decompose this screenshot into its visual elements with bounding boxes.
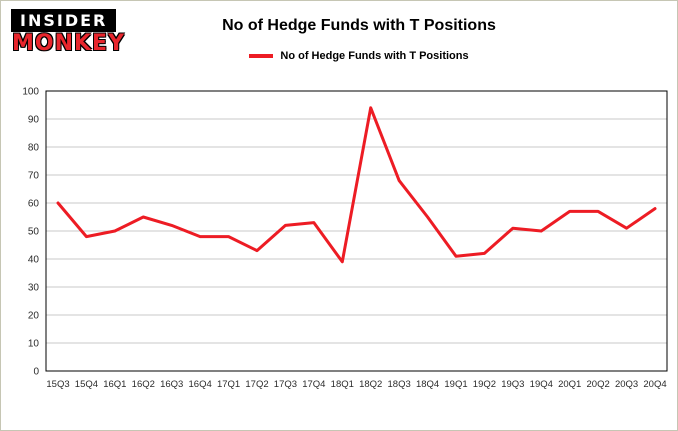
y-tick-label: 80	[28, 143, 40, 154]
y-tick-label: 40	[28, 255, 40, 266]
x-tick-label: 20Q3	[615, 379, 638, 390]
y-tick-label: 30	[28, 283, 40, 294]
y-tick-label: 70	[28, 171, 40, 182]
series-line	[56, 106, 657, 264]
x-tick-label: 18Q1	[331, 379, 354, 390]
x-tick-label: 19Q1	[444, 379, 467, 390]
insider-monkey-logo: INSIDER MONKEY	[11, 9, 125, 55]
x-tick-label: 15Q3	[46, 379, 69, 390]
x-tick-label: 20Q4	[643, 379, 666, 390]
plot-border	[45, 90, 668, 372]
x-tick-label: 20Q2	[587, 379, 610, 390]
x-tick-label: 20Q1	[558, 379, 581, 390]
legend: No of Hedge Funds with T Positions	[41, 50, 677, 62]
legend-label: No of Hedge Funds with T Positions	[280, 50, 469, 62]
x-tick-label: 16Q2	[132, 379, 155, 390]
line-chart: 0 10 20 30 40 50 60 70 80 90 100 15Q3 15Q4 16Q1 16Q2 16…	[22, 87, 668, 390]
x-tick-label: 19Q4	[530, 379, 553, 390]
x-tick-label: 15Q4	[75, 379, 98, 390]
y-tick-label: 90	[28, 115, 40, 126]
x-tick-label: 17Q4	[302, 379, 325, 390]
legend-line-swatch	[249, 54, 274, 58]
x-tick-label: 18Q2	[359, 379, 382, 390]
y-tick-label: 100	[22, 87, 39, 98]
y-tick-label: 0	[33, 367, 39, 378]
x-tick-label: 18Q3	[388, 379, 411, 390]
y-tick-label: 20	[28, 311, 40, 322]
y-tick-label: 50	[28, 227, 40, 238]
logo-monkey-text: MONKEY	[12, 31, 126, 56]
header: No of Hedge Funds with T Positions No of…	[41, 17, 677, 62]
chart-title: No of Hedge Funds with T Positions	[222, 17, 496, 34]
x-tick-label: 16Q3	[160, 379, 183, 390]
x-tick-label: 16Q1	[103, 379, 126, 390]
y-tick-label: 60	[28, 199, 40, 210]
x-tick-label: 17Q1	[217, 379, 240, 390]
x-tick-label: 18Q4	[416, 379, 439, 390]
x-tick-label: 17Q3	[274, 379, 297, 390]
x-tick-label: 19Q3	[501, 379, 524, 390]
x-tick-label: 16Q4	[189, 379, 212, 390]
y-tick-label: 10	[28, 339, 40, 350]
logo-insider-text: INSIDER	[11, 9, 117, 32]
x-tick-label: 19Q2	[473, 379, 496, 390]
x-tick-label: 17Q2	[245, 379, 268, 390]
